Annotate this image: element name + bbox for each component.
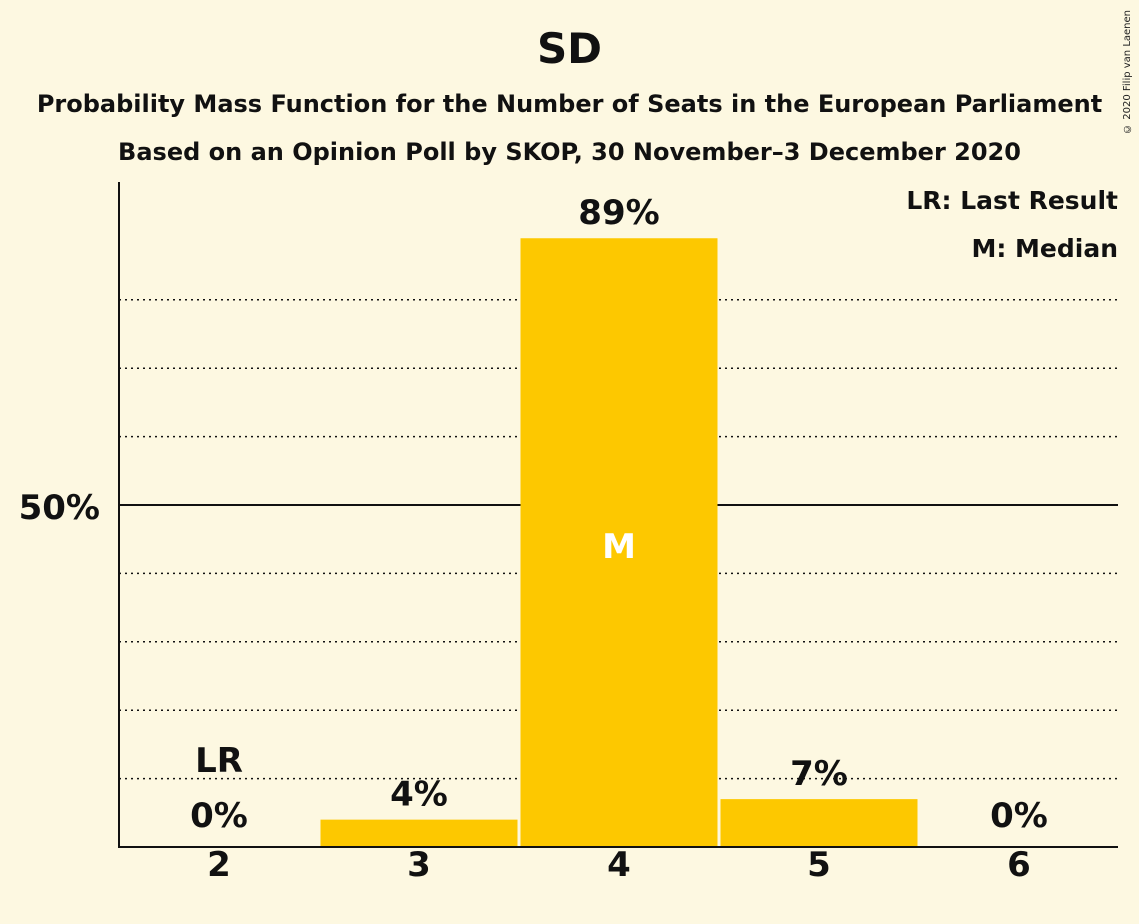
chart-subtitle-poll: Based on an Opinion Poll by SKOP, 30 Nov… [118, 138, 1021, 166]
bar-4 [520, 238, 718, 848]
median-marker: M [602, 527, 636, 567]
chart-title: SD [536, 24, 603, 73]
bar-5 [720, 799, 918, 847]
data-label: 0% [990, 796, 1048, 836]
data-label: 4% [390, 775, 448, 815]
x-tick-label: 4 [607, 845, 631, 885]
data-label: 7% [790, 754, 848, 794]
y-tick-label: 50% [19, 488, 100, 528]
data-label: 0% [190, 796, 248, 836]
legend-median: M: Median [971, 234, 1118, 263]
x-tick-label: 6 [1007, 845, 1031, 885]
x-tick-label: 5 [807, 845, 831, 885]
data-label: 89% [578, 193, 659, 233]
x-tick-label: 2 [207, 845, 231, 885]
last-result-marker: LR [195, 741, 243, 781]
bar-3 [320, 819, 518, 847]
chart-subtitle: Probability Mass Function for the Number… [36, 90, 1103, 118]
legend-last-result: LR: Last Result [906, 186, 1118, 215]
x-tick-label: 3 [407, 845, 431, 885]
